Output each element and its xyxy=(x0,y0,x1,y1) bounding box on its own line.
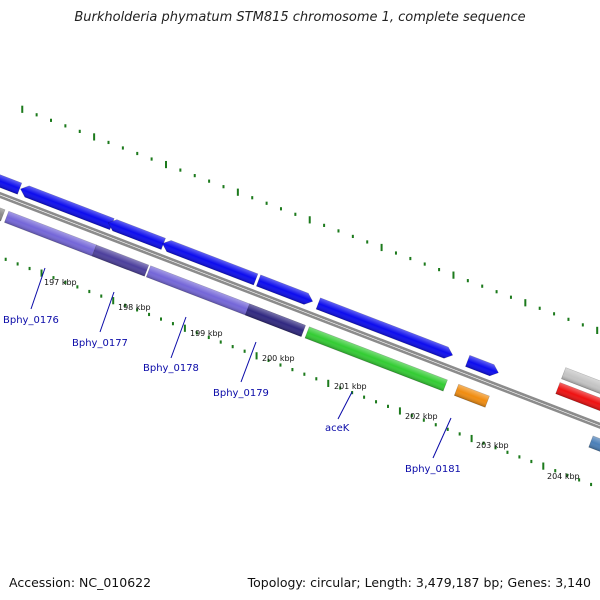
gene-label[interactable]: aceK xyxy=(325,423,350,434)
gene-leader-line xyxy=(30,267,46,310)
gene-bar[interactable] xyxy=(453,383,490,408)
gene-bar-shade xyxy=(304,326,448,392)
gene-arrow-shade xyxy=(465,355,499,376)
gene-leader-line xyxy=(337,391,353,420)
gene-label[interactable]: Bphy_0179 xyxy=(213,388,269,399)
gene-arrow[interactable] xyxy=(106,217,166,250)
gene-arrow-shade xyxy=(316,297,453,359)
gene-arrow[interactable] xyxy=(465,354,500,378)
scale-label: 198 kbp xyxy=(118,303,151,312)
gene-bar[interactable] xyxy=(4,210,97,257)
gene-bar[interactable] xyxy=(561,367,600,410)
gene-label[interactable]: Bphy_0176 xyxy=(3,315,59,326)
scale-label: 201 kbp xyxy=(334,382,367,391)
gene-arrow-shade xyxy=(20,185,115,230)
gene-bar-shade xyxy=(454,384,490,408)
gene-arrow-shade xyxy=(256,274,313,305)
tick-rows xyxy=(4,105,599,487)
gene-bar-shade xyxy=(92,244,149,277)
gene-bar-shade xyxy=(588,435,600,462)
gene-bar[interactable] xyxy=(0,198,6,222)
gene-bar[interactable] xyxy=(588,435,600,462)
gene-leader-line xyxy=(240,341,257,383)
gene-leader-line xyxy=(99,291,115,333)
label-layer: 197 kbp 198 kbp 199 kbp 200 kbp 201 kbp 202 k… xyxy=(3,267,580,481)
scale-label: 200 kbp xyxy=(262,354,295,363)
gene-arrow-shade xyxy=(0,172,22,195)
gene-bar[interactable] xyxy=(244,303,306,337)
scale-label: 204 kbp xyxy=(547,472,580,481)
scale-label: 199 kbp xyxy=(190,329,223,338)
gene-arrow[interactable] xyxy=(18,183,115,231)
accession-text: Accession: NC_010622 xyxy=(9,575,152,590)
gene-label[interactable]: Bphy_0178 xyxy=(143,363,199,374)
gene-arrow-shade xyxy=(555,382,600,421)
scale-label: 203 kbp xyxy=(476,441,509,450)
gene-bar-shade xyxy=(245,303,306,337)
gene-arrow[interactable] xyxy=(255,274,314,307)
feature-layer xyxy=(0,170,600,462)
backbone xyxy=(0,191,600,429)
backbone-line xyxy=(0,191,600,426)
gene-bar-shade xyxy=(561,367,600,410)
gene-bar[interactable] xyxy=(91,244,150,277)
gene-arrow[interactable] xyxy=(315,297,455,361)
scale-label: 197 kbp xyxy=(44,278,77,287)
gene-bar-shade xyxy=(0,199,6,221)
gene-arrow-shade xyxy=(162,240,258,286)
gene-arrow[interactable] xyxy=(160,238,259,286)
gene-arrow[interactable] xyxy=(0,170,23,195)
gene-leader-line xyxy=(170,316,187,359)
gene-bar-shade xyxy=(4,211,97,257)
scale-label: 202 kbp xyxy=(405,412,438,421)
backbone-line xyxy=(0,195,600,429)
gene-leader-line xyxy=(432,417,452,459)
gene-arrow-shade xyxy=(108,219,166,250)
gene-label[interactable]: Bphy_0177 xyxy=(72,338,128,349)
gene-arrow[interactable] xyxy=(555,382,600,424)
topology-text: Topology: circular; Length: 3,479,187 bp… xyxy=(247,575,591,590)
map-title: Burkholderia phymatum STM815 chromosome … xyxy=(74,10,526,25)
gene-label[interactable]: Bphy_0181 xyxy=(405,464,461,475)
gene-bar[interactable] xyxy=(304,326,448,392)
